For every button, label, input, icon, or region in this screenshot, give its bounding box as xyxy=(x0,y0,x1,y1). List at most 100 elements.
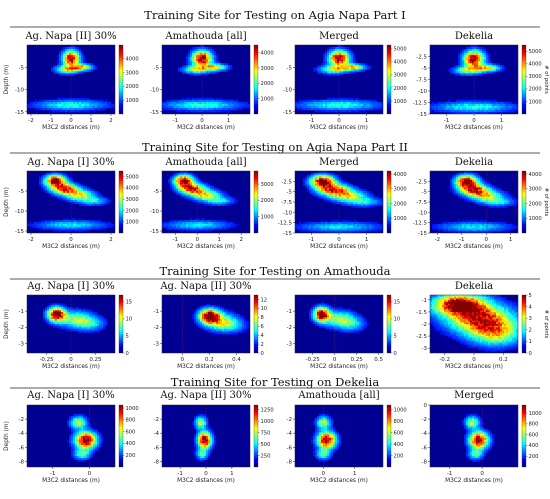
colorbar-tick-label: 4 xyxy=(261,333,265,339)
colorbar-tick-label: 400 xyxy=(394,442,404,448)
x-tick-label: -1 xyxy=(172,237,177,243)
plot-frame xyxy=(294,404,384,468)
y-tick-label: -2.5 xyxy=(416,55,427,61)
colorbar-tick-label: 0 xyxy=(394,351,397,357)
colorbar xyxy=(253,170,259,234)
panel-title: Dekelia xyxy=(455,157,493,168)
heatmap-panel: Ag. Napa [II] 30% -1 0 1 -2 -4 -6 -8 M3C2 distan… xyxy=(154,390,274,484)
y-tick-label: -5 xyxy=(287,190,293,196)
colorbar-tick-label: 2000 xyxy=(261,81,274,87)
heatmap-cells xyxy=(295,45,383,113)
colorbar-tick-label: 1250 xyxy=(261,407,274,413)
colorbar-tick-label: 3000 xyxy=(261,182,274,188)
y-tick-label: -3 xyxy=(422,346,428,352)
colorbar-tick-label: 750 xyxy=(261,430,271,436)
panel-title: Dekelia xyxy=(455,31,493,42)
y-tick-label: -15 xyxy=(150,110,159,116)
heatmap-panel: Ag. Napa [I] 30% -2 0 2 -5 -10 -15 M3C2 distanc… xyxy=(4,157,139,250)
x-tick-label: 0 xyxy=(88,471,92,477)
section-title-2: Training Site for Testing on Agia Napa P… xyxy=(142,140,408,154)
x-tick-label: 0 xyxy=(322,471,326,477)
x-tick-label: 1 xyxy=(500,118,504,124)
colorbar-tick-label: 5 xyxy=(394,334,397,340)
heatmap-panel: Dekelia -0.2 0 0.2 -1 -1.5 -2 -2.5 -3 M3C2 distan… xyxy=(416,281,549,370)
x-tick-label: -1 xyxy=(447,471,452,477)
colorbar-tick-label: 3000 xyxy=(261,66,274,72)
colorbar-tick-label: 400 xyxy=(126,441,136,447)
colorbar-tick-label: 2000 xyxy=(529,87,542,93)
heatmap-panel: Ag. Napa [I] 30% -0.25 0 0.25 -1 -2 -3 M3C2 dis… xyxy=(4,281,132,370)
panel-title: Ag. Napa [II] 30% xyxy=(159,390,251,401)
colorbar-tick-label: 1000 xyxy=(394,407,407,413)
colorbar-label: # of points xyxy=(543,188,549,217)
heatmap-cells xyxy=(311,414,342,462)
x-tick-label: 0.25 xyxy=(350,357,363,363)
y-tick-label: -12.5 xyxy=(278,221,293,227)
x-axis-label: M3C2 distances (m) xyxy=(445,364,503,370)
y-tick-label: -12.5 xyxy=(413,101,428,107)
panel-title: Amathouda [all] xyxy=(164,157,246,168)
panel-title: Merged xyxy=(319,157,359,168)
x-axis-label: M3C2 distances (m) xyxy=(42,125,100,131)
x-axis-label: M3C2 distances (m) xyxy=(42,364,100,370)
y-tick-label: -2 xyxy=(422,322,427,328)
x-tick-label: 0 xyxy=(181,357,185,363)
colorbar xyxy=(521,404,527,468)
heatmap-cells xyxy=(67,414,104,462)
x-tick-label: 0 xyxy=(69,357,73,363)
x-axis-label: M3C2 distances (m) xyxy=(445,478,503,484)
section-title-1: Training Site for Testing on Agia Napa P… xyxy=(144,8,405,22)
y-tick-label: -5 xyxy=(19,65,25,71)
colorbar-tick-label: 3000 xyxy=(126,197,139,203)
colorbar-tick-label: 2000 xyxy=(126,84,139,90)
x-tick-label: 0 xyxy=(480,471,484,477)
x-axis-label: M3C2 distances (m) xyxy=(310,244,368,250)
y-tick-label: -1.5 xyxy=(416,310,427,316)
x-axis-label: M3C2 distances (m) xyxy=(177,244,235,250)
colorbar-tick-label: 4000 xyxy=(126,186,139,192)
colorbar-tick-label: 200 xyxy=(394,453,404,459)
heatmap-panel: Merged -1 0 0 -2 -4 -6 -8 M3C2 distances (m) 200 4… xyxy=(422,390,542,484)
y-tick-label: -5 xyxy=(154,65,160,71)
colorbar-tick-label: 6 xyxy=(261,324,264,330)
colorbar xyxy=(386,294,392,354)
colorbar-tick-label: 12 xyxy=(261,297,268,303)
x-tick-label: -1 xyxy=(459,237,464,243)
y-tick-label: -4 xyxy=(422,431,428,437)
panel-title: Merged xyxy=(319,31,359,42)
colorbar-tick-label: 600 xyxy=(126,429,136,435)
y-tick-label: -10 xyxy=(150,209,159,215)
colorbar xyxy=(118,404,124,468)
colorbar-tick-label: 5 xyxy=(529,293,532,299)
x-tick-label: 0 xyxy=(484,237,488,243)
x-tick-label: -1 xyxy=(309,118,314,124)
heatmap-cells xyxy=(295,171,383,233)
x-tick-label: 1 xyxy=(217,237,221,243)
y-tick-label: -2 xyxy=(19,325,24,331)
y-tick-label: -1 xyxy=(19,309,24,315)
colorbar-tick-label: 0 xyxy=(529,351,532,357)
y-tick-label: -5 xyxy=(422,66,428,72)
colorbar-tick-label: 2000 xyxy=(126,208,139,214)
colorbar-tick-label: 800 xyxy=(394,419,404,425)
colorbar xyxy=(118,294,124,354)
colorbar-tick-label: 800 xyxy=(529,422,539,428)
plot-frame xyxy=(161,170,251,234)
x-axis-label: M3C2 distances (m) xyxy=(177,364,235,370)
x-tick-label: 1 xyxy=(230,471,234,477)
plot-frame xyxy=(161,294,251,354)
panel-title: Amathouda [all] xyxy=(297,390,379,401)
colorbar-tick-label: 4000 xyxy=(394,60,407,66)
y-tick-label: -15 xyxy=(150,229,159,235)
colorbar-tick-label: 3000 xyxy=(394,73,407,79)
colorbar-tick-label: 5 xyxy=(126,334,129,340)
y-tick-label: -6 xyxy=(422,445,428,451)
y-tick-label: -2.5 xyxy=(416,179,427,185)
y-tick-label: -3 xyxy=(19,341,25,347)
y-tick-label: -10 xyxy=(15,209,24,215)
x-tick-label: 0 xyxy=(204,471,208,477)
colorbar-tick-label: 600 xyxy=(394,430,404,436)
